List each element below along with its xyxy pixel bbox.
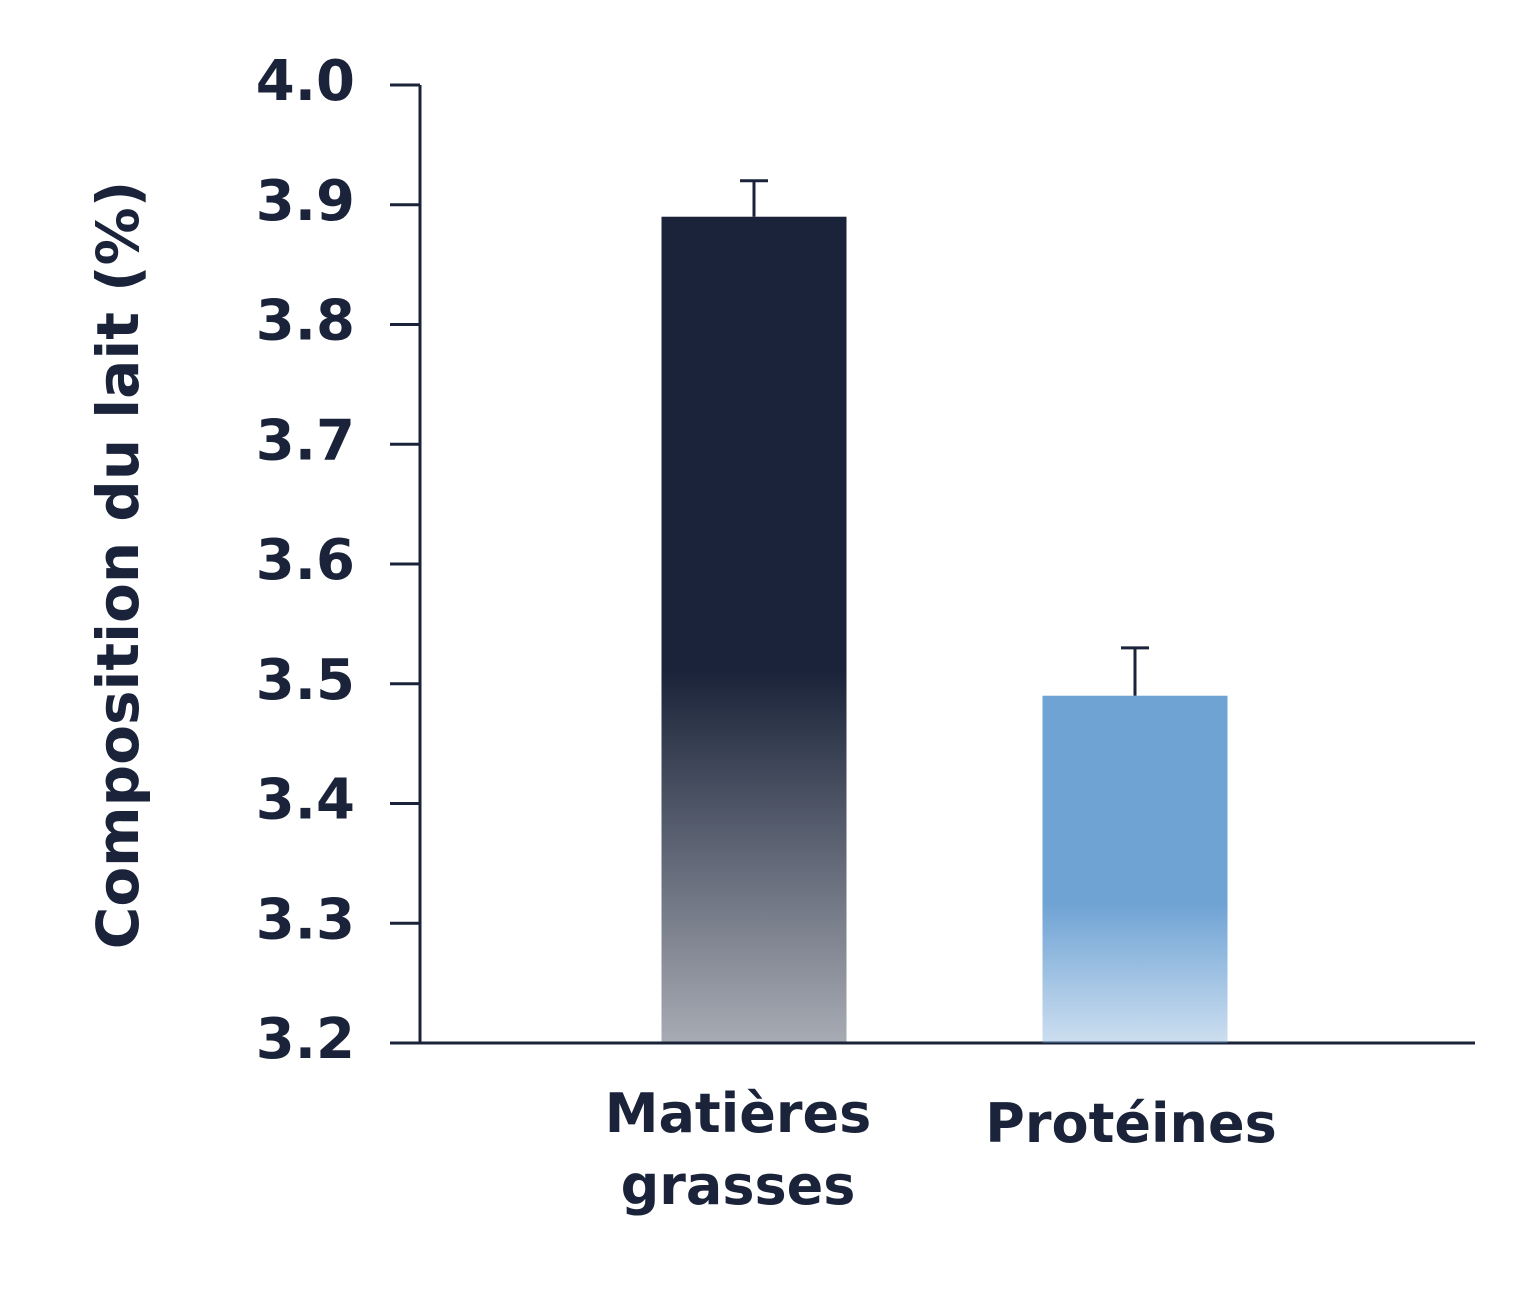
y-tick-label: 3.4 [256, 768, 355, 833]
bar [661, 216, 847, 1044]
bar [1042, 695, 1228, 1043]
y-tick-label: 3.8 [256, 289, 355, 354]
y-tick-label: 3.6 [256, 528, 355, 593]
y-tick-label: 4.0 [256, 49, 355, 114]
y-axis-label: Composition du lait (%) [84, 181, 152, 950]
y-tick-label: 3.7 [256, 408, 355, 473]
y-tick-label: 3.5 [256, 648, 355, 713]
y-tick-label: 3.3 [256, 887, 355, 952]
y-tick-label: 3.9 [256, 169, 355, 234]
x-tick-label: Protéines [985, 1092, 1277, 1155]
y-tick-label: 3.2 [256, 1007, 355, 1072]
x-tick-label: Matières grasses [604, 1082, 872, 1217]
